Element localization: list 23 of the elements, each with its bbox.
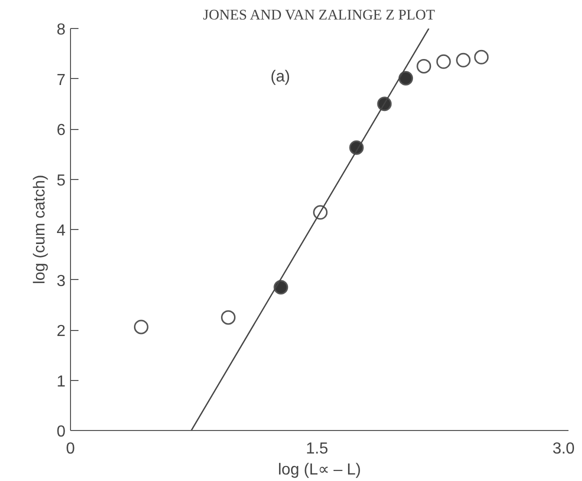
point <box>221 310 236 325</box>
point <box>416 58 432 74</box>
y-tick-label: 5 <box>56 172 66 190</box>
point <box>134 320 148 334</box>
x-tick-label: 3.0 <box>552 440 575 458</box>
point <box>274 280 288 295</box>
y-tick-label: 0 <box>56 424 66 440</box>
x-axis-title: log (L∝ – L) <box>278 462 362 478</box>
point <box>436 54 451 69</box>
point <box>456 52 471 68</box>
y-tick-label: 1 <box>56 373 66 390</box>
y-axis-title: log (cum catch) <box>32 174 49 284</box>
y-tick-label: 6 <box>56 122 66 139</box>
x-tick-label: 1.5 <box>306 440 328 458</box>
y-tick-label: 3 <box>56 272 66 290</box>
point <box>474 50 489 64</box>
y-tick-label: 7 <box>56 72 66 89</box>
annotation: (a) <box>270 68 290 86</box>
chart-title: JONES AND VAN ZALINGE Z PLOT <box>203 8 435 24</box>
y-tick-label: 8 <box>56 22 66 38</box>
y-tick-label: 4 <box>56 222 66 240</box>
y-tick-label: 2 <box>56 323 66 340</box>
point <box>398 71 414 86</box>
